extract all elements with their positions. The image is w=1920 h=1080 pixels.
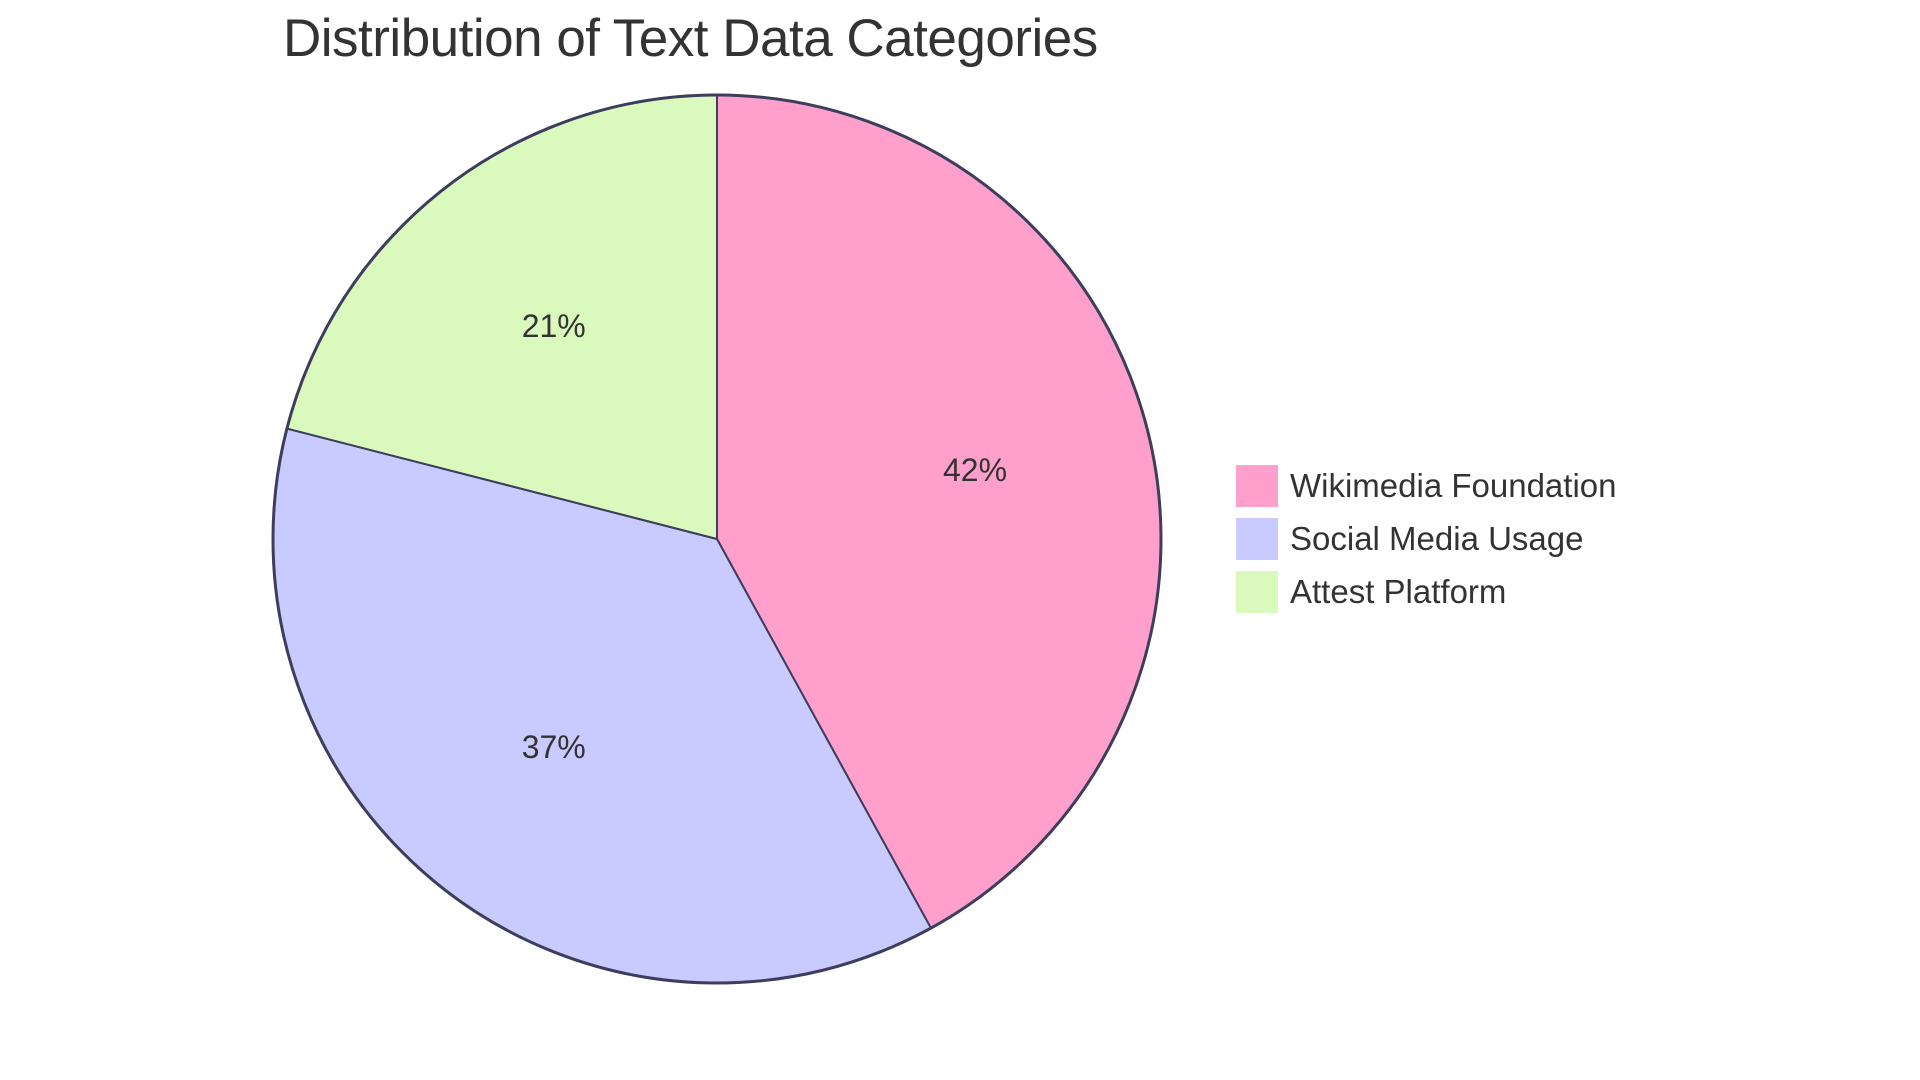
legend-item-wikimedia: Wikimedia Foundation [1235, 459, 1617, 512]
slice-percent-label: 42% [943, 452, 1007, 488]
slice-percent-label: 21% [522, 308, 586, 344]
legend: Wikimedia Foundation Social Media Usage … [1235, 459, 1617, 618]
legend-item-social-media: Social Media Usage [1235, 512, 1617, 565]
chart-title: Distribution of Text Data Categories [283, 9, 1098, 68]
pie-outline [271, 93, 1163, 985]
legend-swatch [1235, 516, 1279, 561]
slice-percent-label: 37% [522, 729, 586, 765]
legend-item-attest: Attest Platform [1235, 565, 1617, 618]
legend-swatch [1235, 569, 1279, 614]
legend-swatch [1235, 463, 1279, 508]
legend-label: Attest Platform [1290, 572, 1507, 610]
legend-label: Wikimedia Foundation [1290, 466, 1617, 504]
legend-label: Social Media Usage [1290, 519, 1584, 557]
